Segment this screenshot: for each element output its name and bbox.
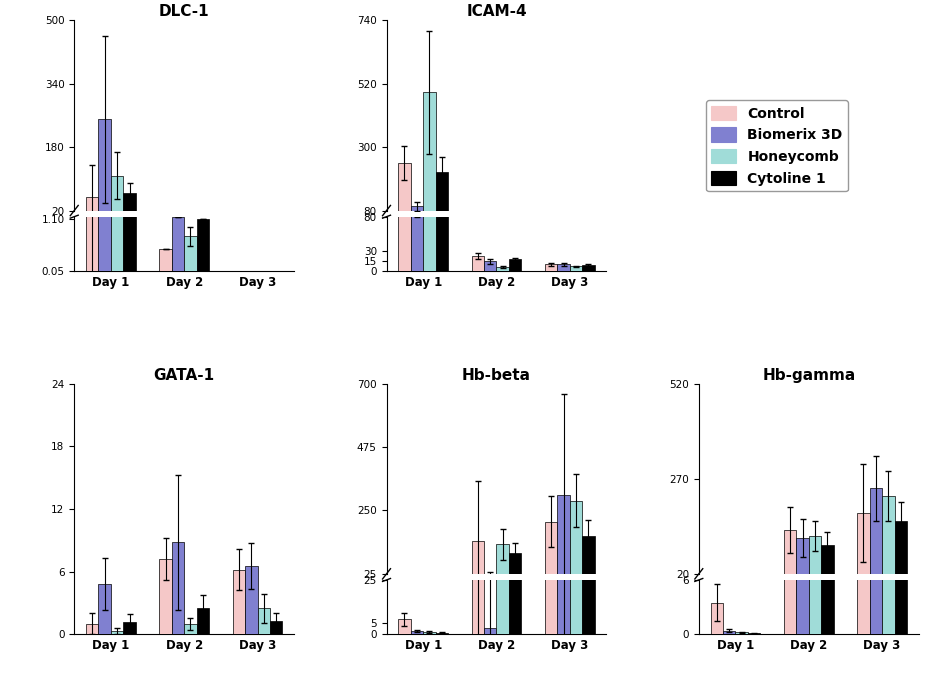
Bar — [508, 417, 521, 634]
Bar — [557, 231, 569, 234]
Bar — [86, 0, 98, 273]
Bar — [557, 264, 569, 271]
Bar — [423, 93, 435, 234]
Title: ICAM-4: ICAM-4 — [465, 4, 527, 19]
Title: Hb-gamma: Hb-gamma — [761, 368, 855, 383]
Bar — [569, 232, 581, 234]
Bar — [171, 542, 184, 634]
Bar — [820, 546, 832, 582]
Bar — [398, 163, 411, 234]
Bar — [86, 624, 98, 634]
Bar — [398, 104, 411, 271]
Bar — [484, 261, 496, 271]
Bar — [869, 488, 882, 582]
Bar — [184, 237, 197, 273]
Bar — [569, 266, 581, 271]
Bar — [98, 584, 110, 634]
Title: GATA-1: GATA-1 — [154, 368, 214, 383]
Bar — [581, 265, 594, 271]
Title: DLC-1: DLC-1 — [159, 4, 210, 19]
Bar — [257, 272, 270, 273]
Bar — [98, 119, 110, 218]
Bar — [110, 0, 123, 273]
Bar — [508, 552, 521, 581]
Bar — [484, 627, 496, 634]
Bar — [508, 228, 521, 234]
Bar — [197, 219, 209, 273]
Bar — [735, 632, 747, 634]
Bar — [857, 0, 869, 634]
Bar — [710, 603, 722, 634]
Bar — [569, 501, 581, 581]
Bar — [722, 631, 735, 634]
Bar — [184, 624, 197, 634]
Bar — [398, 619, 411, 634]
Bar — [857, 513, 869, 582]
Bar — [808, 536, 820, 582]
Bar — [411, 631, 423, 634]
Bar — [423, 632, 435, 634]
Bar — [471, 256, 484, 271]
Bar — [411, 207, 423, 271]
Bar — [484, 230, 496, 234]
Bar — [159, 559, 171, 634]
Bar — [171, 217, 184, 273]
Bar — [795, 0, 808, 634]
Bar — [581, 536, 594, 581]
Bar — [123, 193, 135, 218]
Bar — [795, 537, 808, 582]
Bar — [882, 0, 894, 634]
Bar — [197, 608, 209, 634]
Bar — [544, 178, 557, 634]
Bar — [544, 231, 557, 234]
Bar — [471, 330, 484, 634]
Bar — [257, 608, 270, 634]
Bar — [496, 352, 508, 634]
Bar — [581, 231, 594, 234]
Bar — [233, 569, 245, 634]
Bar — [882, 496, 894, 582]
Bar — [123, 622, 135, 634]
Bar — [783, 0, 795, 634]
Bar — [398, 579, 411, 581]
Bar — [581, 286, 594, 634]
Bar — [894, 0, 906, 634]
Bar — [496, 232, 508, 234]
Bar — [270, 621, 282, 634]
Legend: Control, Biomerix 3D, Honeycomb, Cytoline 1: Control, Biomerix 3D, Honeycomb, Cytolin… — [705, 100, 847, 192]
Bar — [245, 272, 257, 273]
Bar — [710, 580, 722, 582]
Bar — [544, 522, 557, 581]
Bar — [569, 15, 581, 634]
Bar — [423, 0, 435, 271]
Bar — [508, 259, 521, 271]
Bar — [435, 125, 448, 271]
Bar — [496, 544, 508, 581]
Bar — [98, 0, 110, 273]
Bar — [869, 0, 882, 634]
Bar — [411, 206, 423, 234]
Bar — [544, 264, 557, 271]
Bar — [159, 249, 171, 273]
Bar — [557, 495, 569, 581]
Bar — [808, 0, 820, 634]
Bar — [484, 580, 496, 581]
Bar — [435, 172, 448, 234]
Bar — [245, 567, 257, 634]
Bar — [557, 0, 569, 634]
Bar — [110, 631, 123, 634]
Bar — [783, 530, 795, 582]
Bar — [110, 176, 123, 218]
Bar — [471, 542, 484, 581]
Title: Hb-beta: Hb-beta — [462, 368, 530, 383]
Bar — [471, 227, 484, 234]
Bar — [435, 632, 448, 634]
Bar — [820, 0, 832, 634]
Bar — [123, 0, 135, 273]
Bar — [894, 520, 906, 582]
Bar — [86, 196, 98, 218]
Bar — [496, 267, 508, 271]
